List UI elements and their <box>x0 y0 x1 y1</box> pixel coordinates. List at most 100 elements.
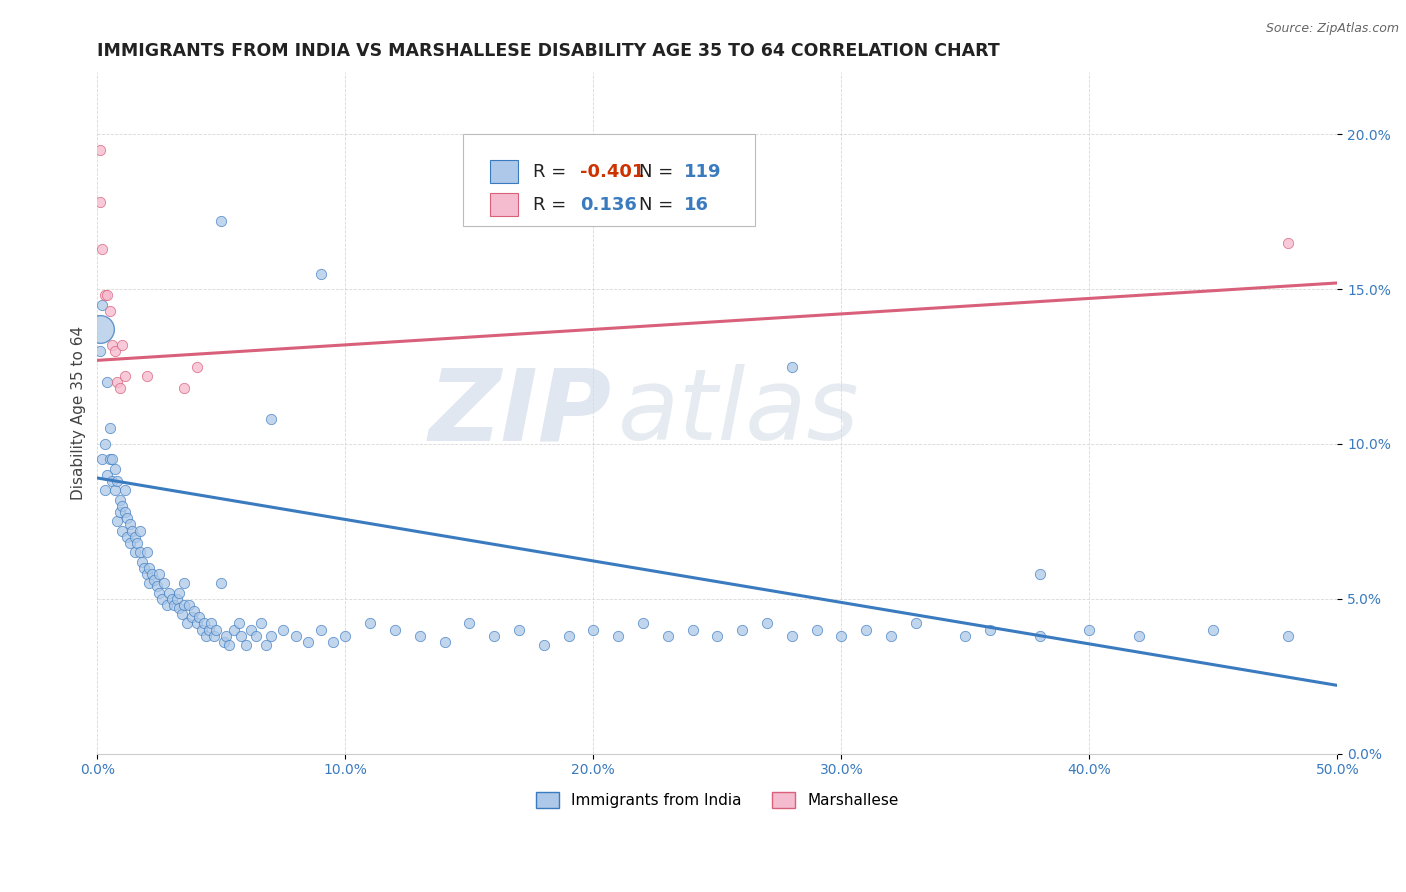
Point <box>136 566 159 581</box>
Point <box>160 591 183 606</box>
Y-axis label: Disability Age 35 to 64: Disability Age 35 to 64 <box>72 326 86 500</box>
Point <box>125 536 148 550</box>
Point <box>297 635 319 649</box>
Point <box>180 610 202 624</box>
Point <box>756 616 779 631</box>
Point <box>309 267 332 281</box>
Point <box>105 514 128 528</box>
Point <box>108 381 131 395</box>
Point <box>167 601 190 615</box>
Point <box>284 629 307 643</box>
Point <box>240 623 263 637</box>
Point <box>731 623 754 637</box>
Point <box>104 461 127 475</box>
Point <box>105 375 128 389</box>
Point <box>458 616 481 631</box>
Point <box>114 505 136 519</box>
Text: N =: N = <box>640 195 679 214</box>
Point <box>101 338 124 352</box>
Point <box>250 616 273 631</box>
Text: -0.401: -0.401 <box>579 163 644 181</box>
Point <box>384 623 406 637</box>
Point <box>108 505 131 519</box>
Text: IMMIGRANTS FROM INDIA VS MARSHALLESE DISABILITY AGE 35 TO 64 CORRELATION CHART: IMMIGRANTS FROM INDIA VS MARSHALLESE DIS… <box>97 42 1000 60</box>
Point <box>163 598 186 612</box>
Point <box>409 629 432 643</box>
Point <box>94 288 117 302</box>
Text: atlas: atlas <box>619 365 860 461</box>
Point <box>104 483 127 498</box>
Point <box>955 629 977 643</box>
Point <box>780 629 803 643</box>
Point <box>146 579 169 593</box>
Point <box>166 591 188 606</box>
Point <box>96 288 118 302</box>
Point <box>607 629 630 643</box>
Point <box>173 598 195 612</box>
Point <box>1202 623 1225 637</box>
Point <box>143 573 166 587</box>
Point <box>183 604 205 618</box>
Point <box>780 359 803 374</box>
Point <box>195 629 218 643</box>
Point <box>131 555 153 569</box>
Point <box>1029 566 1052 581</box>
Point <box>1277 235 1299 250</box>
Point <box>188 610 211 624</box>
Point <box>205 623 228 637</box>
Point <box>89 143 111 157</box>
Point <box>359 616 381 631</box>
Point <box>111 338 134 352</box>
Point <box>557 629 579 643</box>
Point <box>190 623 212 637</box>
Point <box>209 576 232 591</box>
Point <box>179 598 201 612</box>
Legend: Immigrants from India, Marshallese: Immigrants from India, Marshallese <box>530 786 905 814</box>
Point <box>682 623 704 637</box>
Point <box>150 591 173 606</box>
Point <box>114 483 136 498</box>
Point <box>91 242 114 256</box>
Point <box>830 629 852 643</box>
Text: N =: N = <box>640 163 679 181</box>
Point <box>115 530 138 544</box>
Point <box>138 561 160 575</box>
Point <box>114 368 136 383</box>
Point <box>533 204 555 219</box>
Point <box>128 545 150 559</box>
Point <box>105 474 128 488</box>
Point <box>1128 629 1150 643</box>
Point <box>89 322 111 336</box>
Point <box>228 616 250 631</box>
Point <box>904 616 927 631</box>
Point <box>101 474 124 488</box>
Point <box>156 598 179 612</box>
Point <box>124 545 146 559</box>
Point <box>91 452 114 467</box>
Point <box>104 344 127 359</box>
Point <box>209 214 232 228</box>
FancyBboxPatch shape <box>491 161 517 184</box>
Point <box>200 616 222 631</box>
Point <box>322 635 344 649</box>
Point <box>124 530 146 544</box>
Text: 119: 119 <box>683 163 721 181</box>
Point <box>231 629 253 643</box>
Point <box>193 616 215 631</box>
Point <box>98 421 121 435</box>
Point <box>148 585 170 599</box>
Text: 16: 16 <box>683 195 709 214</box>
Point <box>212 635 235 649</box>
Point <box>202 629 225 643</box>
Point <box>706 629 728 643</box>
Point <box>198 623 221 637</box>
Point <box>118 517 141 532</box>
Text: ZIP: ZIP <box>429 365 612 461</box>
Point <box>218 638 240 652</box>
Text: R =: R = <box>533 163 572 181</box>
Point <box>222 623 245 637</box>
Point <box>186 616 208 631</box>
Point <box>91 297 114 311</box>
Point <box>94 483 117 498</box>
Point <box>1078 623 1101 637</box>
